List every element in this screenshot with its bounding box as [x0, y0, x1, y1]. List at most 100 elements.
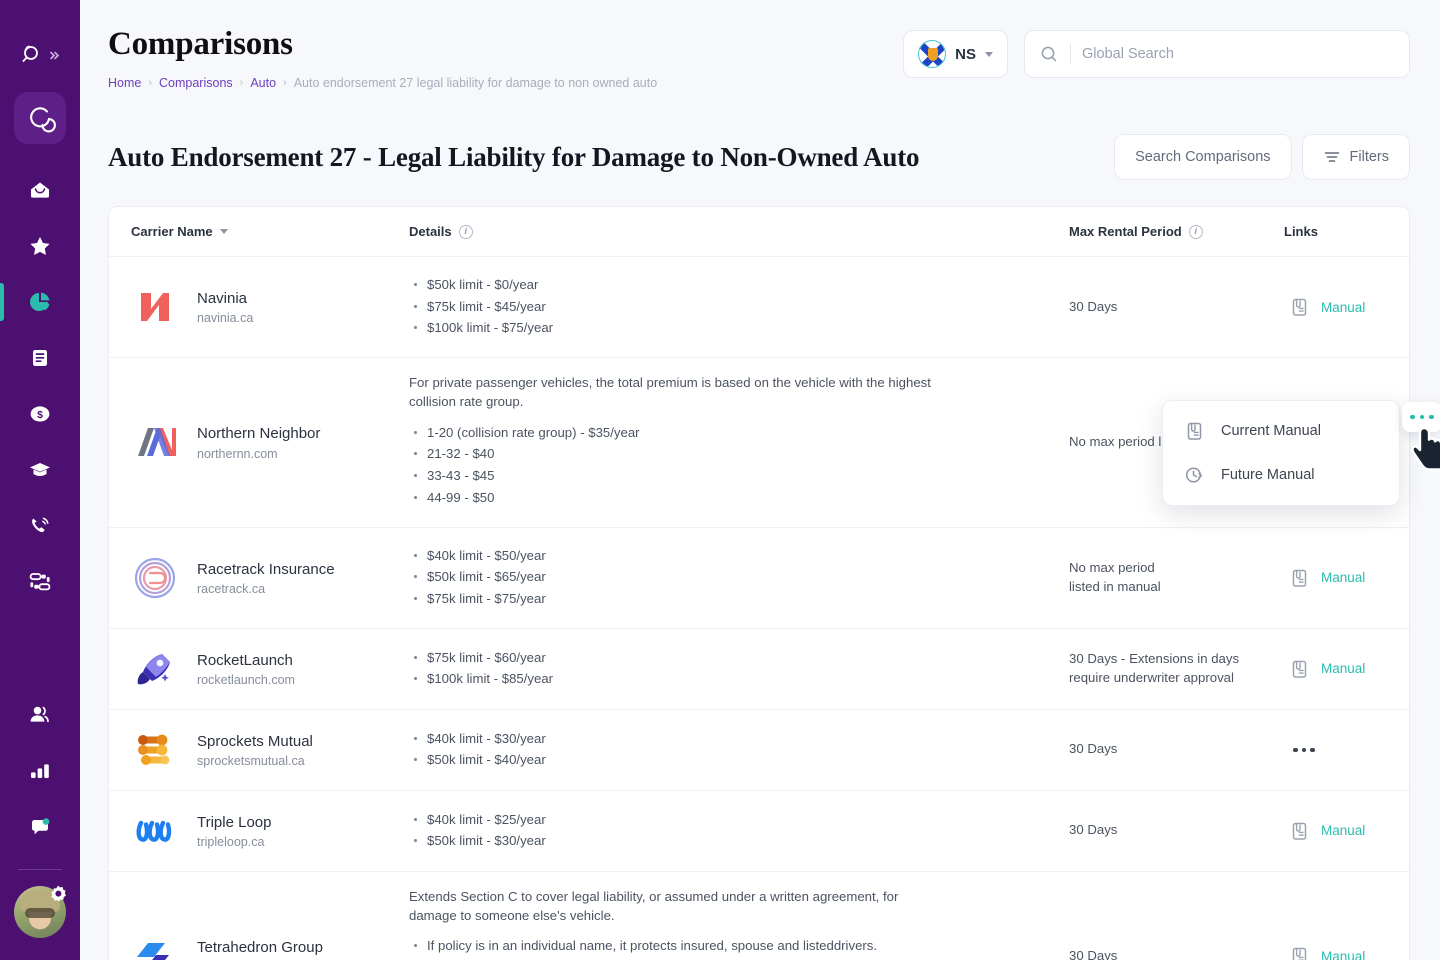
search-input[interactable] [1082, 46, 1395, 62]
details-intro: Extends Section C to cover legal liabili… [409, 888, 899, 923]
details-cell: $40k limit - $50/year $50k limit - $65/ye… [409, 528, 1069, 628]
document-icon [33, 350, 47, 366]
ellipsis-icon [1429, 414, 1434, 420]
global-search[interactable] [1024, 30, 1410, 78]
rental-cell: No max period listed in manual [1069, 543, 1284, 612]
sidebar: $ [0, 0, 80, 960]
details-bullet: 44-99 - $50 [409, 489, 1069, 508]
sidebar-item-messages[interactable] [0, 799, 80, 855]
details-bullet: 21-32 - $40 [409, 445, 1069, 464]
menu-item-current-manual[interactable]: Current Manual [1163, 409, 1399, 453]
ellipsis-icon [1301, 747, 1307, 753]
row-actions-button[interactable] [1402, 402, 1440, 432]
carrier-text: Racetrack Insurance racetrack.ca [197, 560, 335, 596]
section-header: Auto Endorsement 27 - Legal Liability fo… [80, 112, 1440, 180]
manual-document-icon [1292, 298, 1307, 316]
breadcrumb-home[interactable]: Home [108, 76, 142, 91]
carrier-domain: racetrack.ca [197, 581, 266, 596]
pie-chart-icon [30, 292, 50, 311]
carrier-cell: Racetrack Insurance racetrack.ca [109, 538, 409, 618]
table-row-tetrahedron-group[interactable]: Tetrahedron Group tetragroup.com Extends… [109, 872, 1409, 960]
details-cell: Extends Section C to cover legal liabili… [409, 872, 1069, 960]
sidebar-item-billing[interactable]: $ [0, 386, 80, 442]
sort-descending-caret[interactable] [219, 229, 228, 234]
column-label-carrier: Carrier Name [131, 224, 213, 239]
column-header-details: Details i [409, 224, 1069, 239]
table-row-triple-loop[interactable]: Triple Loop tripleloop.ca $40k limit - $… [109, 791, 1409, 872]
details-bullet: $40k limit - $50/year [409, 547, 1069, 566]
carrier-cell: Navinia navinia.ca [109, 267, 409, 347]
ellipsis-icon [1419, 414, 1425, 420]
rental-line: 30 Days [1069, 822, 1118, 838]
table-row-sprockets-mutual[interactable]: Sprockets Mutual sprocketsmutual.ca $40k… [109, 710, 1409, 791]
manual-link[interactable]: Manual [1321, 661, 1366, 677]
search-comparisons-label: Search Comparisons [1135, 149, 1271, 165]
info-circle-icon[interactable]: i [1188, 224, 1203, 239]
details-list: $50k limit - $0/year $75k limit - $45/yea… [409, 276, 1069, 338]
rental-line: No max period [1069, 559, 1155, 575]
sidebar-search-button[interactable] [10, 38, 70, 72]
search-comparisons-button[interactable]: Search Comparisons [1114, 134, 1292, 180]
region-selector[interactable]: NS [903, 30, 1008, 78]
filters-button[interactable]: Filters [1301, 134, 1410, 180]
avatar[interactable] [14, 885, 66, 938]
clock-forward-icon [1185, 467, 1203, 483]
sidebar-item-reports[interactable] [0, 743, 80, 799]
links-cell: Manual [1284, 929, 1409, 960]
sidebar-item-comparisons[interactable] [0, 274, 80, 330]
table-row-racetrack-insurance[interactable]: Racetrack Insurance racetrack.ca $40k li… [109, 528, 1409, 629]
sidebar-item-workflows[interactable] [0, 554, 80, 610]
details-bullet: 1-20 (collision rate group) - $35/year [409, 424, 1069, 443]
carrier-name: Sprockets Mutual [197, 732, 313, 750]
details-list: 1-20 (collision rate group) - $35/year 21… [409, 424, 1069, 508]
details-list: $75k limit - $60/year $100k limit - $85/y… [409, 649, 1069, 689]
star-icon [30, 237, 50, 255]
sidebar-item-learning[interactable] [0, 442, 80, 498]
sidebar-item-calls[interactable] [0, 498, 80, 554]
triple-loop-logo [131, 807, 179, 855]
table-row-rocketlaunch[interactable]: RocketLaunch rocketlaunch.com $75k limit… [109, 629, 1409, 710]
manual-link[interactable]: Manual [1321, 823, 1366, 839]
manual-link[interactable]: Manual [1321, 299, 1366, 315]
rental-cell: 30 Days [1069, 724, 1284, 775]
table-row-navinia[interactable]: Navinia navinia.ca $50k limit - $0/year $… [109, 257, 1409, 359]
carrier-text: Sprockets Mutual sprocketsmutual.ca [197, 732, 313, 768]
details-list: $40k limit - $25/year $50k limit - $30/ye… [409, 811, 1069, 851]
app-logo-button[interactable] [14, 92, 66, 144]
filters-label: Filters [1349, 149, 1389, 165]
details-bullet: 33-43 - $45 [409, 467, 1069, 486]
rocketlaunch-logo [131, 645, 179, 693]
rental-line: 30 Days [1069, 741, 1118, 757]
breadcrumb-auto[interactable]: Auto [250, 76, 277, 91]
filter-lines-icon [1324, 152, 1339, 162]
links-cell: Manual [1284, 280, 1409, 334]
row-actions-button[interactable] [1288, 736, 1320, 764]
carrier-text: Tetrahedron Group tetragroup.com [197, 938, 323, 960]
details-bullet: $75k limit - $60/year [409, 649, 1069, 668]
topbar-left: Comparisons Home › Comparisons › Auto › … [108, 26, 657, 90]
manual-document-icon [1292, 822, 1307, 840]
sidebar-item-documents[interactable] [0, 330, 80, 386]
manual-link[interactable]: Manual [1321, 570, 1366, 586]
info-circle-icon[interactable]: i [458, 224, 473, 239]
carrier-domain: northernn.com [197, 446, 278, 461]
carrier-cell: Triple Loop tripleloop.ca [109, 791, 409, 871]
topbar: Comparisons Home › Comparisons › Auto › … [80, 0, 1440, 112]
sidebar-item-inbox[interactable] [0, 162, 80, 218]
nova-scotia-flag-icon [918, 40, 947, 68]
section-title: Auto Endorsement 27 - Legal Liability fo… [108, 141, 920, 172]
breadcrumb: Home › Comparisons › Auto › Auto endorse… [108, 76, 657, 90]
links-cell: Manual [1284, 804, 1409, 858]
breadcrumb-comparisons[interactable]: Comparisons [159, 76, 233, 91]
details-bullet: $100k limit - $75/year [409, 319, 1069, 338]
menu-item-future-manual[interactable]: Future Manual [1163, 453, 1399, 497]
details-cell: For private passenger vehicles, the tota… [409, 358, 1069, 526]
manual-link[interactable]: Manual [1321, 948, 1366, 960]
manual-document-icon [1292, 660, 1307, 678]
details-bullet: $50k limit - $40/year [409, 751, 1069, 770]
carrier-cell: Northern Neighbor northernn.com [109, 402, 409, 482]
carrier-name: Navinia [197, 289, 248, 307]
sidebar-item-favorites[interactable] [0, 218, 80, 274]
search-divider [1070, 44, 1071, 64]
sidebar-item-contacts[interactable] [0, 687, 80, 743]
